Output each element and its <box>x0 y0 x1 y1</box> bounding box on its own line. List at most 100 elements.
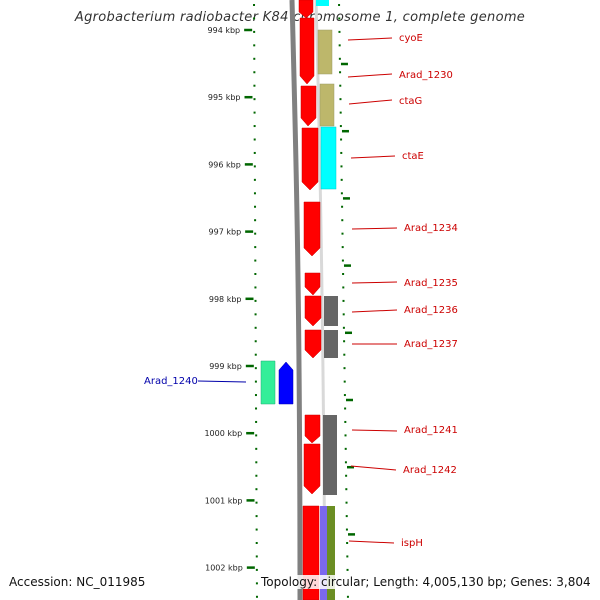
scale-dot <box>254 246 257 249</box>
backbone-outer <box>289 0 303 600</box>
scale-dot <box>253 17 256 20</box>
scale-dot <box>253 178 256 181</box>
scale-dot <box>255 434 258 437</box>
func-gray-2 <box>324 330 338 358</box>
scale-dot <box>253 151 256 154</box>
scale-dot <box>253 30 256 33</box>
scale-dot <box>253 111 256 114</box>
scale-dot <box>254 205 257 208</box>
scale-dot <box>340 192 343 195</box>
gene-label: ctaG <box>399 96 422 107</box>
scale-dot <box>340 165 343 168</box>
scale-dot <box>340 178 343 181</box>
scale-dot <box>343 394 346 397</box>
scale-dot <box>341 205 344 208</box>
scale-dot <box>338 17 341 20</box>
gene-label: Arad_1235 <box>404 278 458 289</box>
scale-dot <box>344 420 347 423</box>
gene-label: ctaE <box>402 151 424 162</box>
scale-dot <box>254 313 257 316</box>
scale-dot <box>254 326 257 329</box>
scale-dot <box>339 98 342 101</box>
scale-dot <box>254 259 257 262</box>
scale-dot <box>341 232 344 235</box>
scale-dot <box>253 84 256 87</box>
leader-cyoE <box>347 37 393 41</box>
scale-dot <box>342 326 345 329</box>
scale-dot <box>255 407 258 410</box>
scale-dot <box>338 44 341 47</box>
scale-dot <box>344 447 347 450</box>
scale-dot <box>254 286 257 289</box>
scale-dot <box>255 447 258 450</box>
gene-arad1234-arrow <box>303 201 321 257</box>
scale-dot <box>254 367 257 370</box>
scale-dot <box>255 542 258 544</box>
leader-ispH <box>348 540 395 544</box>
scale-dots <box>253 4 356 598</box>
scale-dot <box>255 461 258 464</box>
gene-arad1241-arrow <box>304 414 321 444</box>
scale-dot <box>338 30 341 33</box>
label-leaders <box>197 37 398 544</box>
scale-dot <box>253 57 256 60</box>
scale-dot <box>254 232 257 235</box>
scale-dot <box>253 192 256 195</box>
scale-dot <box>253 98 256 101</box>
kbp-tick-label: 999 kbp <box>209 362 242 371</box>
scale-dot <box>346 555 349 558</box>
scale-dot <box>344 434 347 437</box>
scale-dot <box>338 57 341 60</box>
leader-arad1234 <box>351 227 398 230</box>
scale-dot <box>255 420 258 423</box>
gene-cyoE-block <box>298 0 314 19</box>
func-olive-2 <box>319 83 335 127</box>
kbp-tick-label: 1000 kbp <box>204 429 242 438</box>
gene-arad1237-arrow <box>304 329 322 359</box>
gene-ctaE-arrow <box>301 127 319 191</box>
scale-dot <box>254 353 257 356</box>
scale-dot <box>341 219 344 222</box>
gene-arad1236-arrow <box>304 295 322 327</box>
accession-text: Accession: NC_011985 <box>9 575 146 589</box>
scale-dot <box>338 4 341 6</box>
func-cyan-top <box>316 0 329 6</box>
leader-arad1236 <box>351 309 398 313</box>
gene-ctaG-arrow <box>300 85 317 127</box>
scale-dot <box>339 71 342 74</box>
kbp-tick-label: 995 kbp <box>208 93 241 102</box>
scale-dot <box>344 461 347 464</box>
scale-dot <box>255 555 258 558</box>
gene-label: Arad_1237 <box>404 339 458 350</box>
func-olive-1 <box>317 29 333 75</box>
scale-dot <box>253 71 256 74</box>
scale-dot <box>254 219 257 222</box>
scale-dot <box>345 474 348 477</box>
scale-dot <box>255 528 258 531</box>
scale-dot <box>253 125 256 128</box>
func-green <box>327 506 335 600</box>
kbp-tick-label: 994 kbp <box>208 26 241 35</box>
kbp-tick-label: 1002 kbp <box>205 564 243 573</box>
gene-label: Arad_1242 <box>403 465 457 476</box>
scale-dot <box>342 286 345 289</box>
scale-dot <box>255 515 258 518</box>
leader-arad1242 <box>350 465 397 471</box>
scale-dot <box>340 138 343 141</box>
scale-dot <box>344 407 347 410</box>
scale-dot <box>253 4 256 6</box>
gene-cyoE-arrow <box>299 17 315 85</box>
scale-dot <box>253 165 256 168</box>
leader-arad1240 <box>197 380 247 383</box>
scale-dot <box>254 273 257 275</box>
gene-arad1240-arrow <box>278 361 294 405</box>
gene-arad1235-arrow <box>304 272 321 296</box>
scale-dot <box>340 151 343 154</box>
func-gray-3 <box>323 415 337 495</box>
scale-dot <box>255 582 258 585</box>
scale-dot <box>254 394 257 397</box>
gene-arad1239-arrow <box>260 360 276 405</box>
leader-ctaG <box>348 99 393 105</box>
scale-dot <box>345 528 348 531</box>
